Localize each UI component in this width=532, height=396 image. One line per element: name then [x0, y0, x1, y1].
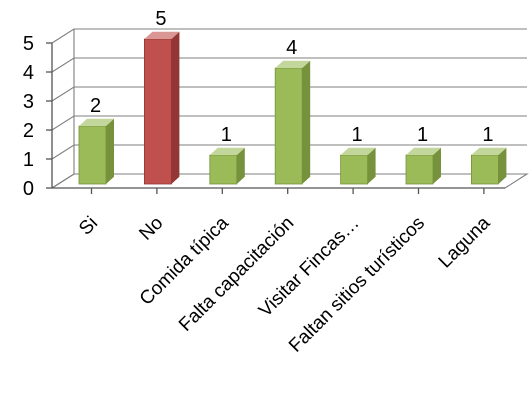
gridlines [51, 28, 529, 189]
bar-top [275, 60, 311, 68]
bar-3 [209, 147, 245, 185]
bar-6 [405, 147, 441, 185]
bar-top [340, 147, 376, 155]
y-tick-label: 4 [23, 62, 34, 84]
bar-4 [274, 60, 311, 185]
bar-side [498, 147, 507, 184]
bar-top [209, 147, 245, 155]
bar-side [302, 60, 311, 184]
value-axis: 0 1 2 3 4 5 [23, 33, 505, 200]
bar-1 [78, 118, 114, 185]
y-tick-label: 2 [23, 120, 34, 142]
bar-front [470, 154, 499, 185]
data-label: 2 [90, 95, 101, 117]
bar-front [209, 154, 238, 185]
y-tick-label: 1 [23, 149, 34, 171]
data-label: 1 [417, 124, 428, 146]
data-labels: 2 5 1 4 1 1 1 [90, 8, 494, 146]
bar-front [274, 67, 303, 185]
bar-2 [143, 31, 180, 185]
category-label: Falta capacitación [175, 213, 298, 336]
category-label: Laguna [435, 212, 495, 272]
y-tick-label: 5 [23, 33, 34, 55]
data-label: 1 [352, 124, 363, 146]
bar-5 [340, 147, 376, 185]
bar-side [236, 147, 245, 184]
bars [78, 31, 507, 185]
category-label: Si [75, 213, 102, 240]
bar-side [367, 147, 376, 184]
bar-top [406, 147, 441, 155]
bar-front [78, 125, 107, 185]
y-tick-label: 0 [23, 178, 34, 200]
data-label: 1 [482, 124, 493, 146]
category-label: No [135, 213, 167, 245]
bar-top [144, 31, 180, 39]
bar-top [79, 118, 114, 126]
bar-7 [470, 147, 507, 185]
bar-side [171, 31, 180, 184]
y-tick-label: 3 [23, 91, 34, 113]
data-label: 5 [155, 8, 166, 30]
bar-front [143, 38, 172, 185]
data-label: 4 [286, 37, 297, 59]
category-label: Faltan sitios turísticos [285, 213, 429, 357]
bar-side [433, 147, 441, 184]
bar-front [340, 154, 369, 185]
bar-side [106, 118, 114, 184]
bar-front [405, 154, 434, 185]
data-label: 1 [221, 124, 232, 146]
bar-top [471, 147, 507, 155]
